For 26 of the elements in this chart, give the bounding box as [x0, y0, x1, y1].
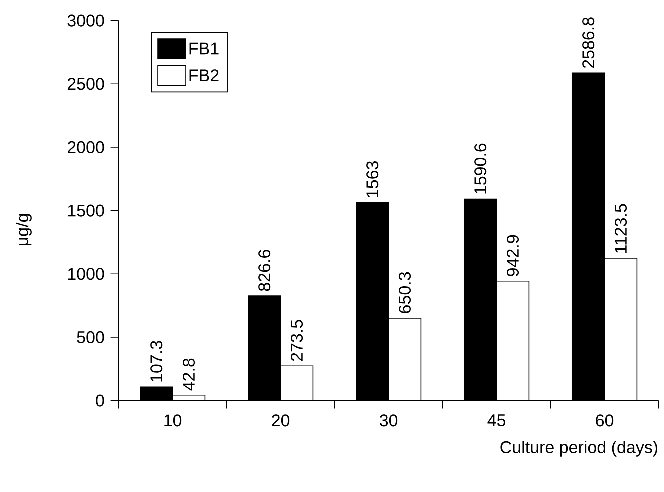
y-tick-label: 3000 — [68, 14, 104, 27]
data-label: 1590.6 — [474, 144, 487, 194]
data-label: 42.8 — [182, 358, 196, 391]
y-tick-label: 1500 — [68, 204, 104, 217]
y-tick-label: 500 — [77, 331, 104, 344]
data-label: 650.3 — [398, 272, 412, 314]
x-tick-label: 20 — [272, 414, 290, 427]
data-label: 1563 — [366, 162, 379, 198]
y-axis-title: μg/g — [16, 214, 32, 246]
legend-label: FB2 — [190, 70, 219, 82]
data-label: 942.9 — [506, 235, 520, 276]
x-tick-label: 45 — [488, 414, 506, 427]
x-tick-label: 30 — [380, 414, 398, 427]
data-label: 107.3 — [150, 341, 163, 382]
data-label: 273.5 — [290, 320, 304, 362]
data-label: 2586.8 — [582, 18, 595, 68]
y-tick-label: 2000 — [68, 141, 104, 154]
legend-label: FB1 — [190, 42, 219, 55]
y-tick-label: 2500 — [68, 78, 104, 90]
y-tick-label: 1000 — [68, 268, 104, 280]
x-axis-title: Culture period (days) — [500, 440, 658, 457]
y-tick-label: 0 — [96, 394, 104, 407]
x-tick-label: 10 — [164, 414, 182, 427]
data-label: 1123.5 — [614, 204, 628, 253]
data-label: 826.6 — [258, 250, 271, 292]
x-tick-label: 60 — [596, 414, 614, 427]
